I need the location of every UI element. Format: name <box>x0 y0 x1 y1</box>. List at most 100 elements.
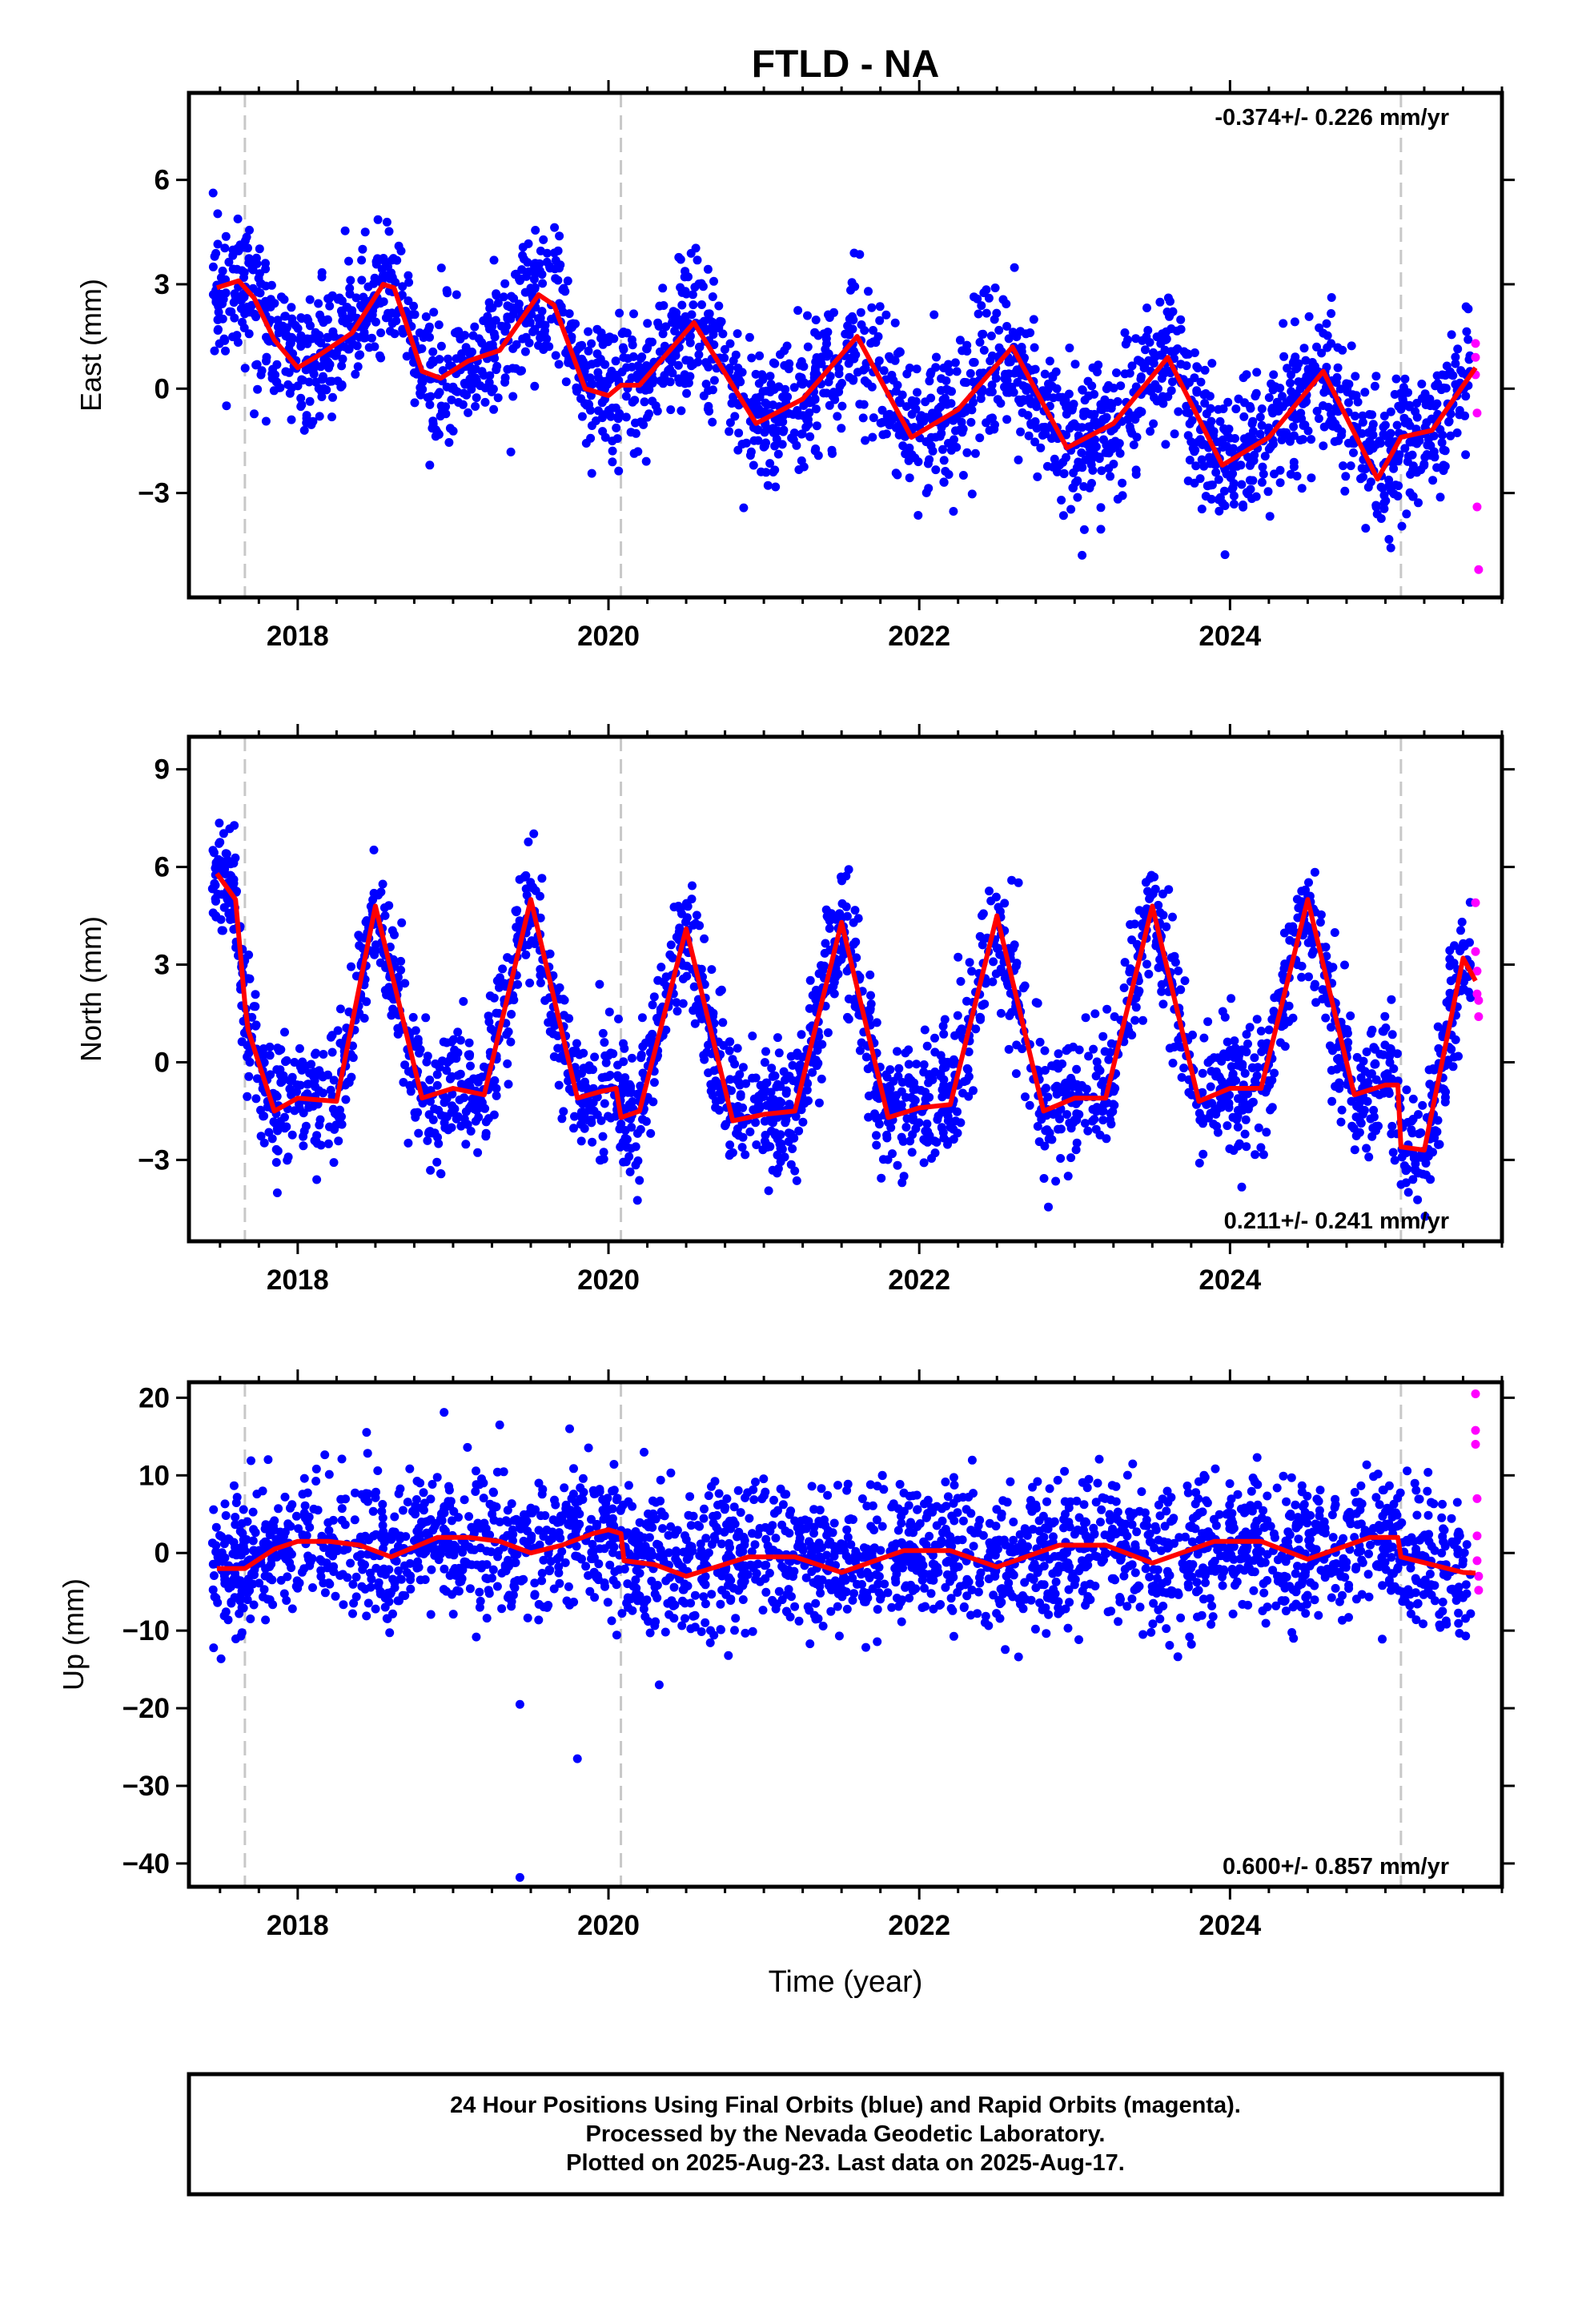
data-point <box>1087 381 1097 391</box>
data-point <box>1288 358 1298 368</box>
data-point <box>655 347 665 356</box>
data-point <box>885 352 894 361</box>
data-point <box>1315 918 1325 927</box>
data-point <box>253 384 263 394</box>
data-point <box>617 368 627 376</box>
data-point <box>881 310 891 320</box>
data-point <box>1375 436 1384 446</box>
data-point <box>1407 450 1417 460</box>
data-point <box>1139 910 1149 919</box>
data-point <box>697 300 706 309</box>
data-point <box>1260 452 1270 461</box>
data-point <box>1402 1085 1411 1095</box>
data-point <box>1423 1152 1433 1161</box>
data-point <box>1220 550 1230 560</box>
data-point <box>725 1037 735 1047</box>
data-point <box>481 1132 491 1141</box>
data-point <box>614 466 624 476</box>
data-point <box>1100 414 1110 424</box>
data-point <box>1209 1107 1219 1116</box>
data-point <box>1396 1180 1406 1189</box>
data-point <box>1455 406 1464 415</box>
data-point <box>1196 377 1206 387</box>
data-point <box>1052 384 1062 393</box>
data-point <box>873 332 883 341</box>
data-point <box>1269 440 1278 449</box>
data-point <box>990 424 999 434</box>
data-point <box>1257 404 1267 413</box>
data-point <box>432 1080 442 1090</box>
data-point <box>619 344 628 354</box>
data-point <box>623 354 632 364</box>
data-point <box>277 292 286 302</box>
data-point <box>1327 309 1336 318</box>
data-point <box>913 511 923 520</box>
data-point <box>1242 370 1251 380</box>
data-point <box>1045 356 1054 366</box>
data-point <box>492 976 502 986</box>
data-point <box>921 1095 930 1104</box>
data-point <box>564 1084 574 1094</box>
data-point <box>1429 1065 1439 1075</box>
data-point <box>791 1112 801 1121</box>
data-point <box>542 248 552 258</box>
data-point <box>784 364 793 374</box>
data-point <box>1185 456 1195 464</box>
data-point <box>808 1068 817 1077</box>
data-point <box>1378 484 1387 493</box>
data-point <box>224 257 234 267</box>
data-point <box>1360 388 1370 397</box>
data-point <box>259 1044 268 1053</box>
data-point <box>1400 444 1410 453</box>
data-point <box>1351 391 1361 400</box>
data-point <box>673 360 683 370</box>
data-point <box>334 1112 343 1122</box>
data-point <box>1195 1158 1204 1168</box>
data-point <box>1051 367 1061 376</box>
data-point <box>1391 374 1401 384</box>
data-point <box>681 379 690 388</box>
data-point <box>1353 397 1363 407</box>
data-point <box>1330 928 1339 937</box>
data-point <box>958 424 968 434</box>
data-point <box>410 310 420 320</box>
data-point <box>387 319 397 328</box>
data-point <box>778 417 788 427</box>
data-point <box>488 303 497 312</box>
data-point <box>1026 399 1036 408</box>
data-point <box>1033 1122 1042 1131</box>
data-point <box>460 331 470 340</box>
data-point <box>812 421 821 431</box>
data-point <box>902 1114 912 1124</box>
data-point <box>804 415 813 424</box>
data-point <box>1018 381 1028 391</box>
data-point <box>625 1084 635 1093</box>
data-point <box>317 392 327 401</box>
data-point <box>1462 327 1472 336</box>
data-point <box>1175 1043 1185 1051</box>
data-point <box>1215 506 1224 516</box>
data-point <box>648 1097 658 1107</box>
data-point <box>939 1029 949 1039</box>
data-point <box>1387 1030 1397 1039</box>
data-point <box>1025 1100 1034 1110</box>
data-point <box>925 1134 934 1144</box>
data-point <box>353 362 363 372</box>
data-point <box>381 313 391 323</box>
data-point <box>689 920 698 930</box>
data-point <box>1355 1097 1365 1107</box>
data-point <box>1350 1145 1359 1155</box>
data-point <box>1403 1164 1412 1174</box>
data-point <box>619 1039 628 1048</box>
data-point <box>299 425 309 435</box>
data-point <box>1278 392 1287 401</box>
data-point <box>261 416 271 426</box>
data-point <box>889 1076 898 1086</box>
data-point <box>409 358 418 367</box>
data-point <box>825 372 835 381</box>
data-point <box>1362 1047 1371 1056</box>
data-point <box>1298 379 1307 388</box>
data-point <box>362 997 371 1007</box>
data-point <box>1065 344 1074 352</box>
data-point <box>1330 436 1339 446</box>
